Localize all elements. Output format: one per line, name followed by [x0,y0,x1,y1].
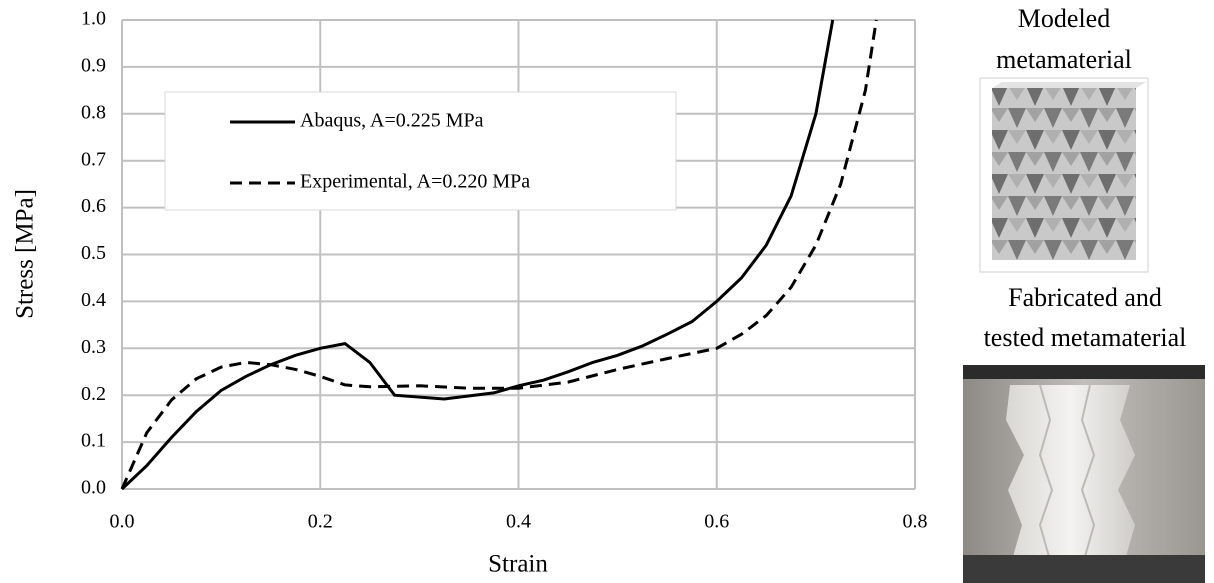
y-tick-label: 1.0 [81,8,106,30]
x-tick-label: 0.2 [308,511,333,533]
legend-label: Abaqus, A=0.225 MPa [300,110,484,132]
y-tick-label: 0.7 [81,148,106,170]
x-tick-label: 0.6 [704,511,729,533]
photo-sample [1006,385,1135,560]
y-axis-label: Stress [MPa] [12,189,39,319]
model-top [992,82,1146,88]
modeled-panel: Modeled metamaterial [979,4,1149,273]
x-axis-label: Strain [488,551,548,578]
panel-title: Modeled [1018,4,1110,33]
y-tick-label: 0.5 [81,242,106,264]
y-tick-label: 0.3 [81,336,106,358]
photo-fold [1038,384,1054,561]
x-tick-label: 0.4 [506,511,531,533]
model-image [992,88,1136,260]
y-tick-label: 0.0 [81,477,106,499]
photo-fold [1080,384,1096,561]
panel-title: metamaterial [996,45,1132,74]
y-tick-label: 0.1 [81,430,106,452]
legend-label: Experimental, A=0.220 MPa [300,171,530,193]
y-tick-label: 0.6 [81,195,106,217]
data-line [120,19,835,491]
photo-plate-bottom [963,555,1205,583]
photo-plate-top [963,365,1205,379]
y-tick-label: 0.8 [81,101,106,123]
fabricated-panel: Fabricated and tested metamaterial [963,283,1205,583]
y-tick-label: 0.9 [81,54,106,76]
panel-title: Fabricated and [1008,283,1162,312]
plot-area [121,19,916,490]
x-tick-label: 0.0 [110,511,135,533]
y-tick-label: 0.4 [81,289,106,311]
data-line [120,19,878,490]
legend-box [164,91,677,211]
panel-title: tested metamaterial [984,323,1187,352]
y-tick-label: 0.2 [81,383,106,405]
x-tick-label: 0.8 [903,511,928,533]
